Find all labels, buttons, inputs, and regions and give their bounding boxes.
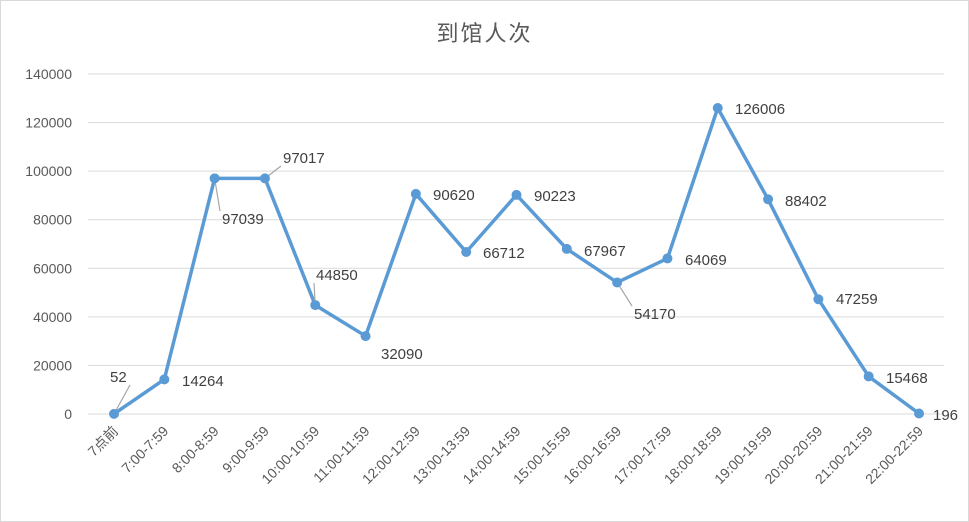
y-tick-label: 100000 (25, 163, 72, 179)
data-label: 44850 (316, 267, 358, 284)
data-point (209, 173, 220, 184)
data-point (461, 246, 472, 257)
y-tick-label: 40000 (33, 309, 72, 325)
data-point (813, 294, 824, 305)
x-tick-label: 7:00-7:59 (118, 423, 171, 476)
data-label: 90620 (433, 187, 475, 204)
data-point (914, 408, 924, 419)
y-tick-label: 0 (64, 406, 72, 422)
data-label: 126006 (735, 101, 785, 118)
data-label: 52 (110, 369, 127, 386)
data-label: 14264 (182, 373, 224, 390)
x-tick-label: 8:00-8:59 (169, 423, 222, 476)
data-label: 15468 (886, 370, 928, 387)
data-point (863, 371, 874, 382)
data-point (662, 253, 673, 264)
data-point (360, 331, 371, 342)
y-tick-label: 60000 (33, 260, 72, 276)
data-label: 196 (933, 407, 958, 424)
chart-title: 到馆人次 (436, 22, 533, 47)
data-point (410, 188, 421, 199)
data-point (561, 243, 572, 254)
data-label: 97017 (283, 150, 325, 167)
data-point (310, 300, 321, 311)
data-label: 32090 (381, 346, 423, 363)
data-point (712, 102, 723, 113)
data-point (763, 194, 774, 205)
x-tick-label: 7点前 (84, 423, 121, 460)
data-point (109, 408, 119, 419)
data-point (159, 374, 170, 385)
data-label: 64069 (685, 252, 727, 269)
leader-line (113, 384, 131, 415)
data-label: 67967 (584, 243, 626, 260)
y-tick-label: 140000 (25, 66, 72, 82)
y-tick-label: 80000 (33, 212, 72, 228)
data-label: 88402 (785, 193, 827, 210)
data-point (612, 277, 623, 288)
data-label: 47259 (836, 291, 878, 308)
y-tick-label: 120000 (25, 115, 72, 131)
x-tick-label: 9:00-9:59 (219, 423, 272, 476)
data-point (511, 189, 522, 200)
leader-line (214, 178, 221, 212)
y-tick-label: 20000 (33, 357, 72, 373)
data-label: 90223 (534, 188, 576, 205)
data-point (259, 173, 270, 184)
data-label: 66712 (483, 245, 525, 262)
data-label: 97039 (222, 211, 264, 228)
data-label: 54170 (634, 306, 676, 323)
